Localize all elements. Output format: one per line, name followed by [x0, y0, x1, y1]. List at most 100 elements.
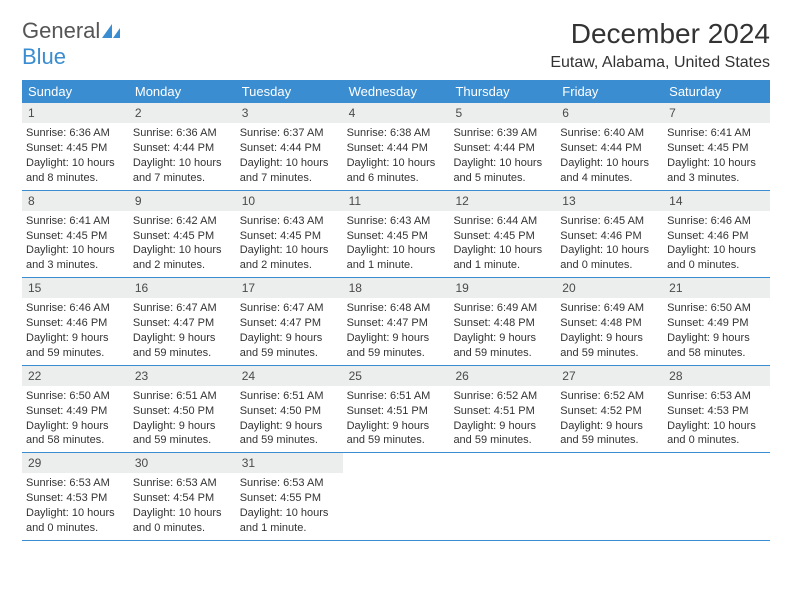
- sunset-text: Sunset: 4:45 PM: [26, 141, 125, 156]
- day-number: 29: [22, 453, 129, 473]
- sunset-text: Sunset: 4:47 PM: [133, 316, 232, 331]
- sunrise-text: Sunrise: 6:51 AM: [347, 389, 446, 404]
- daylight-text: Daylight: 9 hours and 59 minutes.: [133, 419, 232, 449]
- sunset-text: Sunset: 4:50 PM: [133, 404, 232, 419]
- day-cell: 15Sunrise: 6:46 AMSunset: 4:46 PMDayligh…: [22, 278, 129, 365]
- day-number: 9: [129, 191, 236, 211]
- day-cell: 3Sunrise: 6:37 AMSunset: 4:44 PMDaylight…: [236, 103, 343, 190]
- sunset-text: Sunset: 4:47 PM: [240, 316, 339, 331]
- daylight-text: Daylight: 9 hours and 59 minutes.: [347, 419, 446, 449]
- day-number: 10: [236, 191, 343, 211]
- sunrise-text: Sunrise: 6:36 AM: [26, 126, 125, 141]
- sunrise-text: Sunrise: 6:49 AM: [453, 301, 552, 316]
- sunset-text: Sunset: 4:52 PM: [560, 404, 659, 419]
- day-number: 16: [129, 278, 236, 298]
- day-number: 14: [663, 191, 770, 211]
- daylight-text: Daylight: 10 hours and 4 minutes.: [560, 156, 659, 186]
- title-block: December 2024 Eutaw, Alabama, United Sta…: [550, 18, 770, 72]
- logo-word-1: General: [22, 18, 100, 43]
- daylight-text: Daylight: 10 hours and 0 minutes.: [560, 243, 659, 273]
- day-number: 21: [663, 278, 770, 298]
- day-cell: 30Sunrise: 6:53 AMSunset: 4:54 PMDayligh…: [129, 453, 236, 540]
- daylight-text: Daylight: 10 hours and 0 minutes.: [667, 243, 766, 273]
- daylight-text: Daylight: 9 hours and 59 minutes.: [560, 419, 659, 449]
- sunset-text: Sunset: 4:45 PM: [133, 229, 232, 244]
- sunset-text: Sunset: 4:51 PM: [453, 404, 552, 419]
- sunrise-text: Sunrise: 6:53 AM: [133, 476, 232, 491]
- page-title: December 2024: [550, 18, 770, 50]
- daylight-text: Daylight: 9 hours and 59 minutes.: [26, 331, 125, 361]
- sunset-text: Sunset: 4:45 PM: [667, 141, 766, 156]
- sunset-text: Sunset: 4:44 PM: [133, 141, 232, 156]
- day-cell: [449, 453, 556, 540]
- daylight-text: Daylight: 10 hours and 6 minutes.: [347, 156, 446, 186]
- logo-word-2: Blue: [22, 44, 66, 69]
- sunset-text: Sunset: 4:48 PM: [453, 316, 552, 331]
- sunset-text: Sunset: 4:54 PM: [133, 491, 232, 506]
- day-number: 23: [129, 366, 236, 386]
- daylight-text: Daylight: 10 hours and 0 minutes.: [26, 506, 125, 536]
- day-number: 6: [556, 103, 663, 123]
- day-cell: 13Sunrise: 6:45 AMSunset: 4:46 PMDayligh…: [556, 191, 663, 278]
- day-number: 19: [449, 278, 556, 298]
- day-number: 3: [236, 103, 343, 123]
- day-cell: [663, 453, 770, 540]
- day-cell: 18Sunrise: 6:48 AMSunset: 4:47 PMDayligh…: [343, 278, 450, 365]
- day-cell: 24Sunrise: 6:51 AMSunset: 4:50 PMDayligh…: [236, 366, 343, 453]
- sunset-text: Sunset: 4:44 PM: [453, 141, 552, 156]
- day-cell: 12Sunrise: 6:44 AMSunset: 4:45 PMDayligh…: [449, 191, 556, 278]
- sunset-text: Sunset: 4:45 PM: [240, 229, 339, 244]
- day-cell: 22Sunrise: 6:50 AMSunset: 4:49 PMDayligh…: [22, 366, 129, 453]
- sunrise-text: Sunrise: 6:49 AM: [560, 301, 659, 316]
- sunset-text: Sunset: 4:44 PM: [347, 141, 446, 156]
- sunrise-text: Sunrise: 6:51 AM: [240, 389, 339, 404]
- day-number: 11: [343, 191, 450, 211]
- day-number: 12: [449, 191, 556, 211]
- sunrise-text: Sunrise: 6:38 AM: [347, 126, 446, 141]
- daylight-text: Daylight: 10 hours and 2 minutes.: [240, 243, 339, 273]
- day-cell: 10Sunrise: 6:43 AMSunset: 4:45 PMDayligh…: [236, 191, 343, 278]
- week-row: 1Sunrise: 6:36 AMSunset: 4:45 PMDaylight…: [22, 103, 770, 191]
- day-cell: 17Sunrise: 6:47 AMSunset: 4:47 PMDayligh…: [236, 278, 343, 365]
- day-cell: 14Sunrise: 6:46 AMSunset: 4:46 PMDayligh…: [663, 191, 770, 278]
- weekday-header-row: SundayMondayTuesdayWednesdayThursdayFrid…: [22, 80, 770, 103]
- day-cell: 4Sunrise: 6:38 AMSunset: 4:44 PMDaylight…: [343, 103, 450, 190]
- daylight-text: Daylight: 9 hours and 59 minutes.: [453, 419, 552, 449]
- logo-text: General Blue: [22, 18, 120, 70]
- day-number: 5: [449, 103, 556, 123]
- sunset-text: Sunset: 4:49 PM: [26, 404, 125, 419]
- sunrise-text: Sunrise: 6:50 AM: [667, 301, 766, 316]
- week-row: 29Sunrise: 6:53 AMSunset: 4:53 PMDayligh…: [22, 453, 770, 541]
- weekday-header: Monday: [129, 80, 236, 103]
- day-cell: 16Sunrise: 6:47 AMSunset: 4:47 PMDayligh…: [129, 278, 236, 365]
- day-number: 24: [236, 366, 343, 386]
- daylight-text: Daylight: 10 hours and 8 minutes.: [26, 156, 125, 186]
- daylight-text: Daylight: 10 hours and 1 minute.: [347, 243, 446, 273]
- sunset-text: Sunset: 4:47 PM: [347, 316, 446, 331]
- day-cell: 7Sunrise: 6:41 AMSunset: 4:45 PMDaylight…: [663, 103, 770, 190]
- day-number: 28: [663, 366, 770, 386]
- sunrise-text: Sunrise: 6:50 AM: [26, 389, 125, 404]
- logo: General Blue: [22, 18, 120, 70]
- sunrise-text: Sunrise: 6:36 AM: [133, 126, 232, 141]
- daylight-text: Daylight: 10 hours and 5 minutes.: [453, 156, 552, 186]
- weekday-header: Saturday: [663, 80, 770, 103]
- calendar: SundayMondayTuesdayWednesdayThursdayFrid…: [22, 80, 770, 541]
- day-cell: 28Sunrise: 6:53 AMSunset: 4:53 PMDayligh…: [663, 366, 770, 453]
- day-number: 26: [449, 366, 556, 386]
- weeks-container: 1Sunrise: 6:36 AMSunset: 4:45 PMDaylight…: [22, 103, 770, 541]
- weekday-header: Tuesday: [236, 80, 343, 103]
- day-number: 18: [343, 278, 450, 298]
- sunrise-text: Sunrise: 6:43 AM: [347, 214, 446, 229]
- sunrise-text: Sunrise: 6:42 AM: [133, 214, 232, 229]
- day-number: 25: [343, 366, 450, 386]
- sunrise-text: Sunrise: 6:53 AM: [26, 476, 125, 491]
- sunrise-text: Sunrise: 6:53 AM: [240, 476, 339, 491]
- sunset-text: Sunset: 4:44 PM: [240, 141, 339, 156]
- sunrise-text: Sunrise: 6:47 AM: [133, 301, 232, 316]
- day-number: 7: [663, 103, 770, 123]
- daylight-text: Daylight: 10 hours and 1 minute.: [453, 243, 552, 273]
- daylight-text: Daylight: 9 hours and 59 minutes.: [560, 331, 659, 361]
- weekday-header: Friday: [556, 80, 663, 103]
- sunset-text: Sunset: 4:46 PM: [667, 229, 766, 244]
